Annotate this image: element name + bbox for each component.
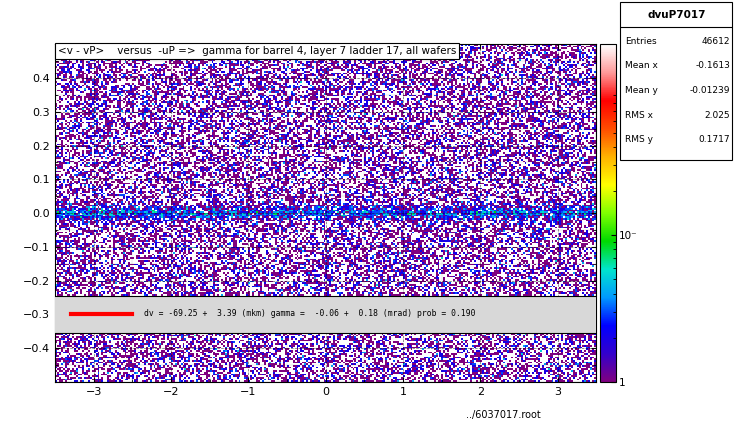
Text: ../6037017.root: ../6037017.root xyxy=(466,410,541,420)
Text: -0.01239: -0.01239 xyxy=(690,86,730,95)
Text: 2.025: 2.025 xyxy=(704,111,730,119)
Text: RMS y: RMS y xyxy=(625,135,653,144)
Text: Entries: Entries xyxy=(625,37,657,46)
Text: <v - vP>    versus  -uP =>  gamma for barrel 4, layer 7 ladder 17, all wafers: <v - vP> versus -uP => gamma for barrel … xyxy=(58,46,456,56)
Text: 46612: 46612 xyxy=(701,37,730,46)
Text: RMS x: RMS x xyxy=(625,111,653,119)
Text: Mean y: Mean y xyxy=(625,86,658,95)
Text: 0.1717: 0.1717 xyxy=(698,135,730,144)
Text: -0.1613: -0.1613 xyxy=(696,62,730,70)
Bar xyxy=(55,296,596,333)
Text: dv = -69.25 +  3.39 (mkm) gamma =  -0.06 +  0.18 (mrad) prob = 0.190: dv = -69.25 + 3.39 (mkm) gamma = -0.06 +… xyxy=(144,309,475,318)
Text: Mean x: Mean x xyxy=(625,62,658,70)
Text: dvuP7017: dvuP7017 xyxy=(647,10,706,20)
